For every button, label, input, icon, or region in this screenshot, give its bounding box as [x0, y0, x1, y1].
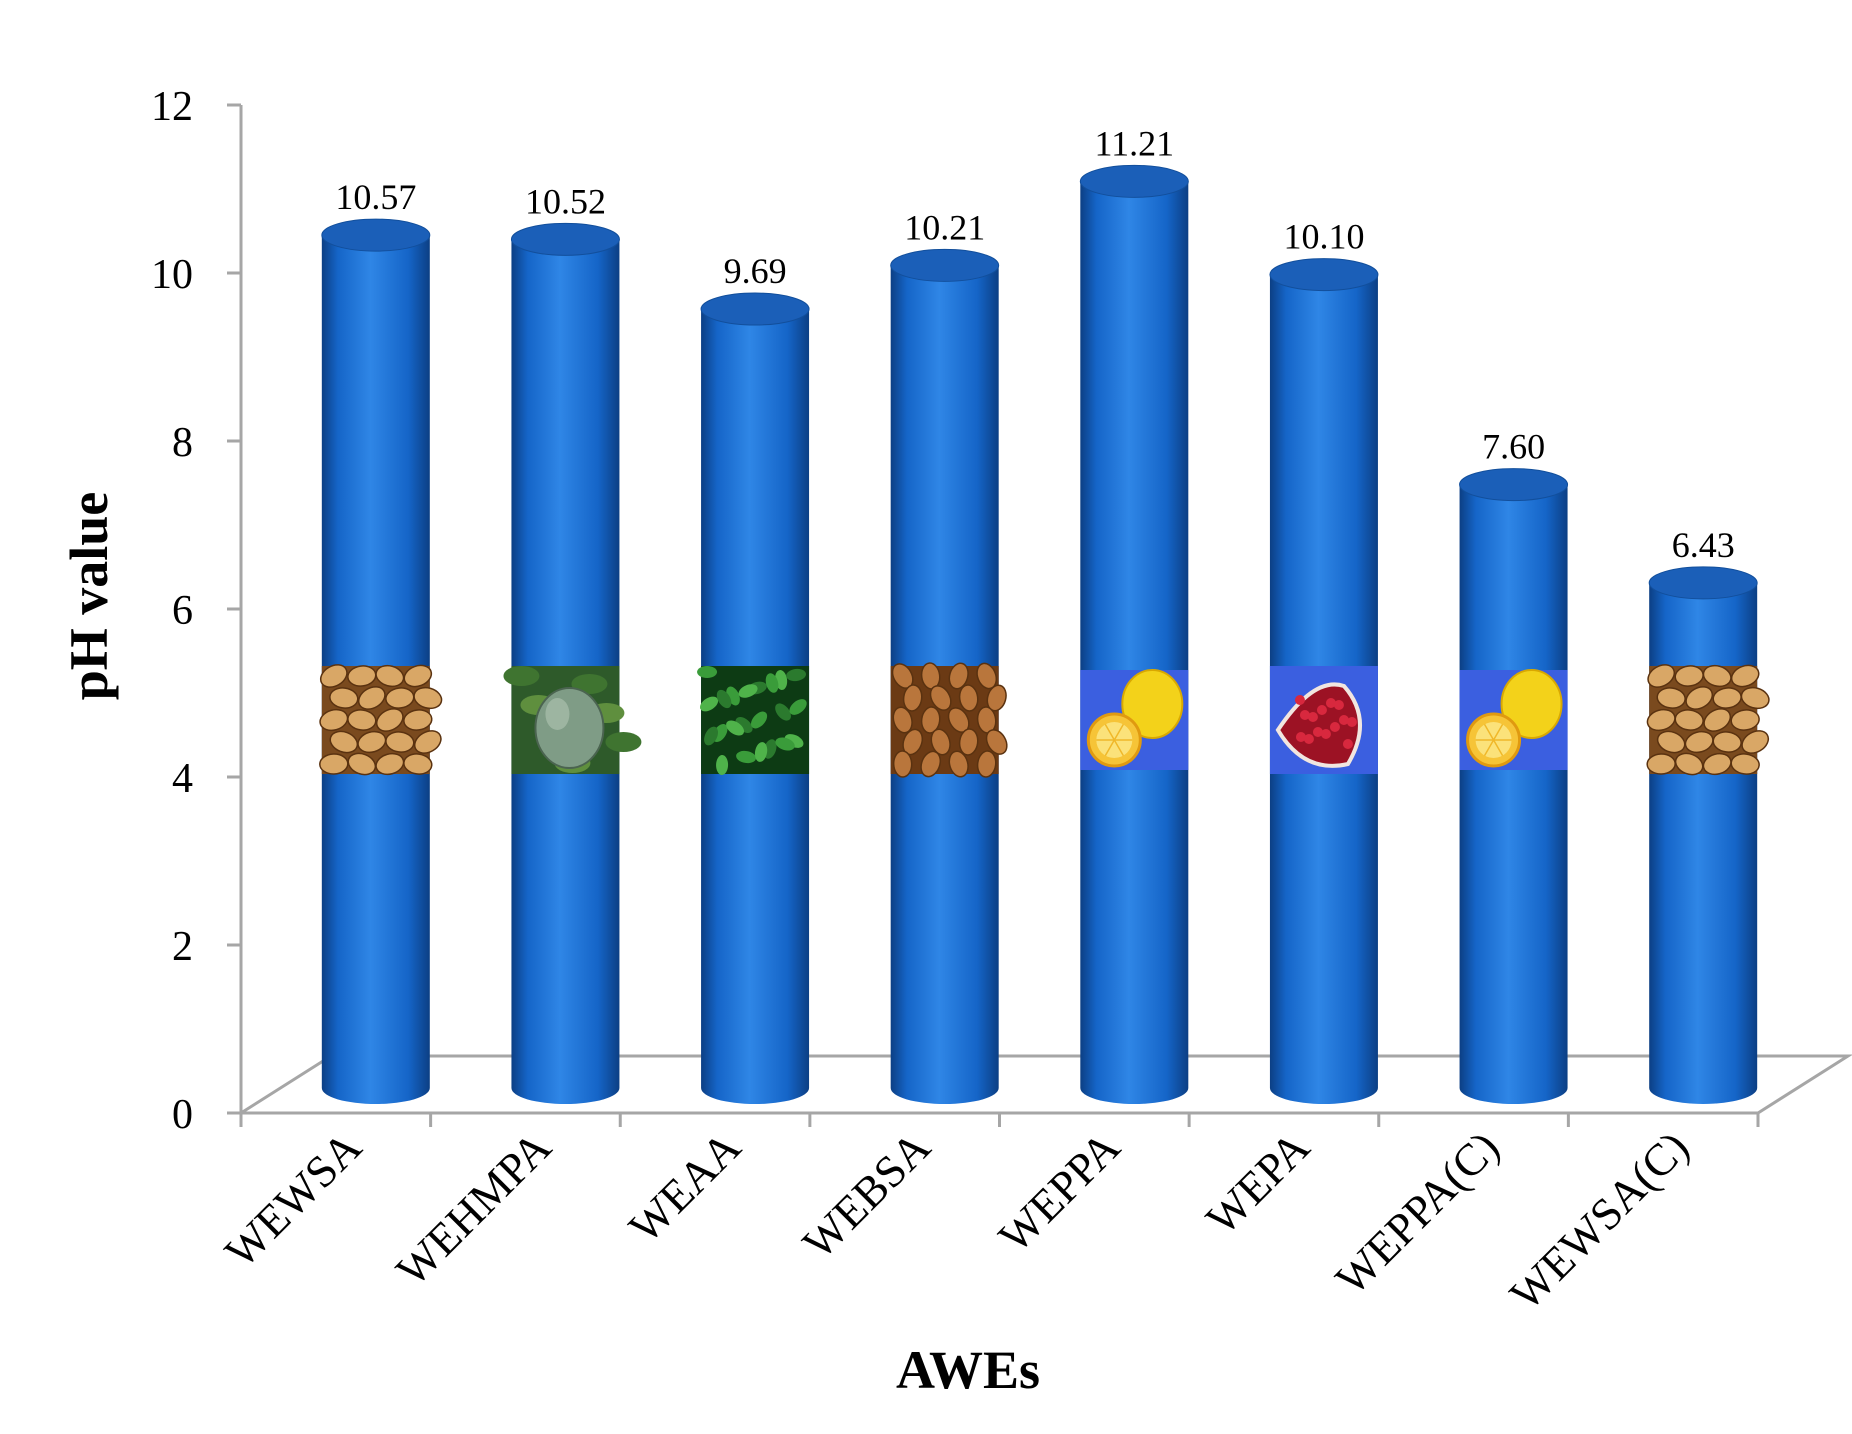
axes	[227, 103, 1852, 1127]
value-label: 11.21	[1094, 123, 1174, 163]
leaves-icon	[697, 666, 810, 775]
bar-top	[510, 222, 620, 256]
value-label: 7.60	[1482, 427, 1545, 467]
y-tick-label: 6	[172, 588, 193, 634]
value-label: 10.52	[525, 181, 606, 221]
lemon-icon	[1459, 669, 1568, 770]
nuts-icon	[1646, 664, 1770, 776]
floor-plane	[235, 1054, 1852, 1115]
bar-top	[1269, 258, 1379, 292]
y-tick-label: 12	[151, 84, 193, 130]
almonds-icon	[890, 662, 1008, 778]
lemon-icon	[1080, 669, 1189, 770]
bar-body	[1080, 181, 1189, 1105]
y-tick-label: 2	[172, 924, 193, 970]
y-tick-label: 8	[172, 420, 193, 466]
bar-top	[321, 218, 431, 252]
bar-top	[1648, 566, 1758, 600]
value-label: 10.21	[904, 207, 985, 247]
category-label: WEPA	[1196, 1121, 1319, 1244]
pomegranate-icon	[1269, 666, 1378, 774]
bar-top	[890, 248, 1000, 282]
y-axis-title: pH value	[59, 492, 119, 701]
bar-body	[1649, 582, 1758, 1104]
value-label: 10.10	[1283, 217, 1364, 257]
category-label: WEBSA	[793, 1121, 940, 1268]
category-label: WEAA	[619, 1121, 750, 1252]
category-label: WEPPA(C)	[1326, 1122, 1509, 1305]
value-label: 10.57	[335, 177, 416, 217]
bar-WEAA	[697, 292, 810, 1104]
x-axis-title: AWEs	[896, 1340, 1040, 1400]
bars	[319, 164, 1770, 1105]
nuts-icon	[319, 664, 443, 776]
y-tick-label: 10	[151, 252, 193, 298]
bar-WEBSA	[890, 248, 1008, 1104]
category-label: WEWSA	[215, 1121, 371, 1277]
bar-body	[1459, 484, 1568, 1105]
category-label: WEPPA	[989, 1121, 1130, 1262]
bar-WEPA	[1269, 258, 1379, 1105]
y-tick-label: 0	[172, 1092, 193, 1138]
value-label: 6.43	[1672, 525, 1735, 565]
melon-icon	[503, 666, 642, 774]
bar-top	[1079, 164, 1189, 198]
bar-top	[700, 292, 810, 326]
bar-WEWSA(C)	[1646, 566, 1770, 1104]
category-label: WEWSA(C)	[1500, 1122, 1698, 1320]
bar-WEHMPA	[503, 222, 642, 1104]
category-label: WEHMPA	[387, 1121, 561, 1295]
bar-WEPPA(C)	[1459, 468, 1569, 1105]
bar-WEPPA	[1079, 164, 1189, 1105]
y-tick-label: 4	[172, 756, 193, 802]
bar-top	[1459, 468, 1569, 502]
value-label: 9.69	[724, 251, 787, 291]
bar-WEWSA	[319, 218, 443, 1104]
